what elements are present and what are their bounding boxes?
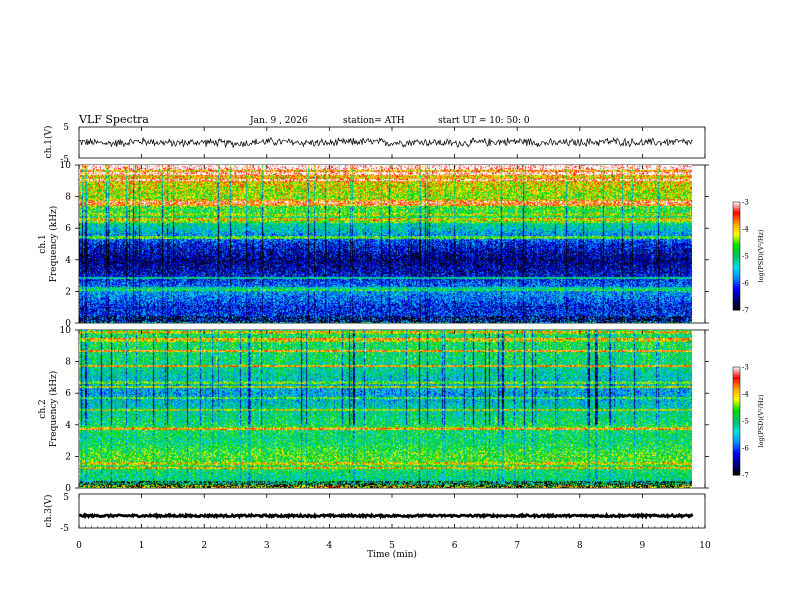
ch2-cb-tick--3: -3: [742, 364, 749, 372]
ch1-colorbar: -3 -4 -5 -6 -7 log(PSD)(V²/Hz): [732, 199, 765, 315]
ch2-spectrogram-panel: 0 2 4 6 8 10 ch.2 Frequency (kHz): [38, 326, 709, 494]
ch2-spec-ytick-4: 4: [65, 421, 71, 431]
xtick-0: 0: [76, 541, 82, 551]
ch1-cb-tick--5: -5: [742, 253, 749, 261]
ch2-colorbar: -3 -4 -5 -6 -7 log(PSD)(V²/Hz): [732, 364, 765, 480]
ch1-cb-label: log(PSD)(V²/Hz): [757, 229, 765, 282]
ch2-cb-label: log(PSD)(V²/Hz): [757, 394, 765, 447]
ch1-spec-ylabel-frequency: Frequency (kHz): [48, 206, 59, 283]
xtick-9: 9: [640, 541, 646, 551]
xtick-10: 10: [699, 541, 711, 551]
ch2-cb-tick--6: -6: [742, 445, 749, 453]
ch1-cb-tick--4: -4: [742, 226, 749, 234]
ch2-spectrogram-image: [79, 330, 692, 488]
ch2-spec-ytick-0: 0: [65, 484, 71, 494]
ch1-waveform-panel: 5 -5 ch.1(V): [43, 123, 706, 165]
ch2-cb-tick--7: -7: [742, 472, 749, 480]
ch1-spec-ytick-2: 2: [65, 287, 71, 297]
ch1-spectrogram-panel: 0 2 4 6 8 10 ch.1 Frequency (kHz): [38, 161, 709, 329]
xtick-8: 8: [577, 541, 583, 551]
xtick-7: 7: [514, 541, 520, 551]
ch2-spec-ylabel-channel: ch.2: [38, 399, 48, 418]
ch3-ylabel: ch.3(V): [43, 495, 54, 528]
ch2-spec-ylabel-frequency: Frequency (kHz): [48, 371, 59, 448]
ch3-ytick-bottom: -5: [60, 524, 69, 534]
ch1-ytick-bottom: -5: [60, 155, 69, 165]
date-label: Jan. 9 , 2026: [249, 116, 308, 126]
ch1-cb-tick--3: -3: [742, 199, 749, 207]
ch2-spec-ytick-10: 10: [60, 326, 72, 336]
ch3-ytick-top: 5: [63, 493, 69, 503]
station-label: station= ATH: [343, 116, 405, 126]
ch2-cb-tick--5: -5: [742, 418, 749, 426]
xtick-5: 5: [389, 541, 395, 551]
figure-title: VLF Spectra: [78, 113, 149, 126]
xtick-6: 6: [452, 541, 458, 551]
time-axis: 0 1 2 3 4 5 6 7 8 9 10: [76, 127, 711, 551]
ch1-spec-ytick-4: 4: [65, 256, 71, 266]
ch1-spec-ylabel-channel: ch.1: [38, 234, 48, 253]
ch1-ytick-top: 5: [63, 123, 69, 133]
ch1-spec-ytick-0: 0: [65, 319, 71, 329]
ch1-cb-tick--6: -6: [742, 280, 749, 288]
start-ut-label: start UT = 10: 50: 0: [438, 116, 530, 126]
xaxis-label: Time (min): [367, 549, 417, 560]
ch2-spec-ytick-8: 8: [65, 358, 71, 368]
ch2-spec-ytick-6: 6: [65, 389, 71, 399]
xtick-3: 3: [264, 541, 270, 551]
ch1-ylabel: ch.1(V): [43, 126, 54, 159]
ch2-cb-tick--4: -4: [742, 391, 749, 399]
ch3-waveform-trace: [78, 512, 694, 520]
xtick-1: 1: [139, 541, 145, 551]
ch3-waveform-panel: 5 -5 ch.3(V): [43, 493, 706, 534]
ch1-spec-ytick-10: 10: [60, 161, 72, 171]
ch1-cb-tick--7: -7: [742, 307, 749, 315]
xtick-4: 4: [327, 541, 333, 551]
ch1-spec-ytick-8: 8: [65, 193, 71, 203]
ch1-waveform-trace: [78, 136, 693, 149]
ch2-spec-ytick-2: 2: [65, 452, 71, 462]
ch1-spectrogram-image: [79, 165, 692, 323]
xtick-2: 2: [201, 541, 207, 551]
ch1-spec-ytick-6: 6: [65, 224, 71, 234]
